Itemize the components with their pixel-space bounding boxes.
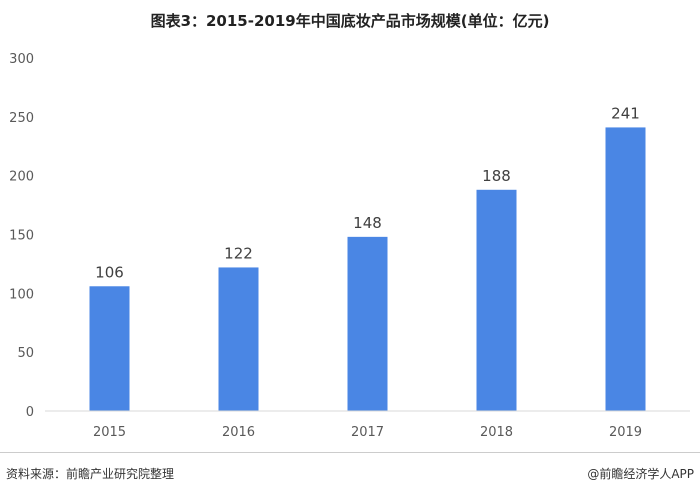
x-tick-label: 2017	[351, 425, 384, 440]
data-label: 241	[611, 104, 640, 122]
y-tick-label: 100	[9, 287, 34, 302]
bar	[89, 286, 130, 411]
y-tick-label: 300	[9, 52, 34, 67]
x-axis: 2015 2016 2017 2018 2019	[45, 410, 690, 440]
data-label: 122	[224, 244, 253, 262]
chart-title: 图表3：2015-2019年中国底妆产品市场规模(单位：亿元)	[150, 12, 550, 30]
bars: 106 122 148 188 241	[89, 104, 646, 411]
y-tick-label: 50	[17, 346, 34, 361]
y-tick-label: 250	[9, 111, 34, 126]
y-tick-label: 150	[9, 229, 34, 244]
y-tick-label: 0	[26, 405, 34, 420]
bar	[476, 189, 517, 411]
x-tick-label: 2019	[609, 425, 642, 440]
x-tick-label: 2018	[480, 425, 513, 440]
y-axis: 0 50 100 150 200 250 300	[9, 52, 34, 420]
x-tick-label: 2015	[93, 425, 126, 440]
bar	[218, 267, 259, 411]
data-label: 188	[482, 167, 511, 185]
footer: 资料来源：前瞻产业研究院整理 @前瞻经济学人APP	[0, 452, 700, 488]
x-tick-label: 2016	[222, 425, 255, 440]
data-label: 106	[95, 263, 124, 281]
brand-credit: @前瞻经济学人APP	[587, 467, 694, 481]
bar	[347, 236, 388, 411]
data-label: 148	[353, 214, 382, 232]
source-note: 资料来源：前瞻产业研究院整理	[6, 467, 175, 481]
y-tick-label: 200	[9, 170, 34, 185]
bar	[605, 127, 646, 411]
